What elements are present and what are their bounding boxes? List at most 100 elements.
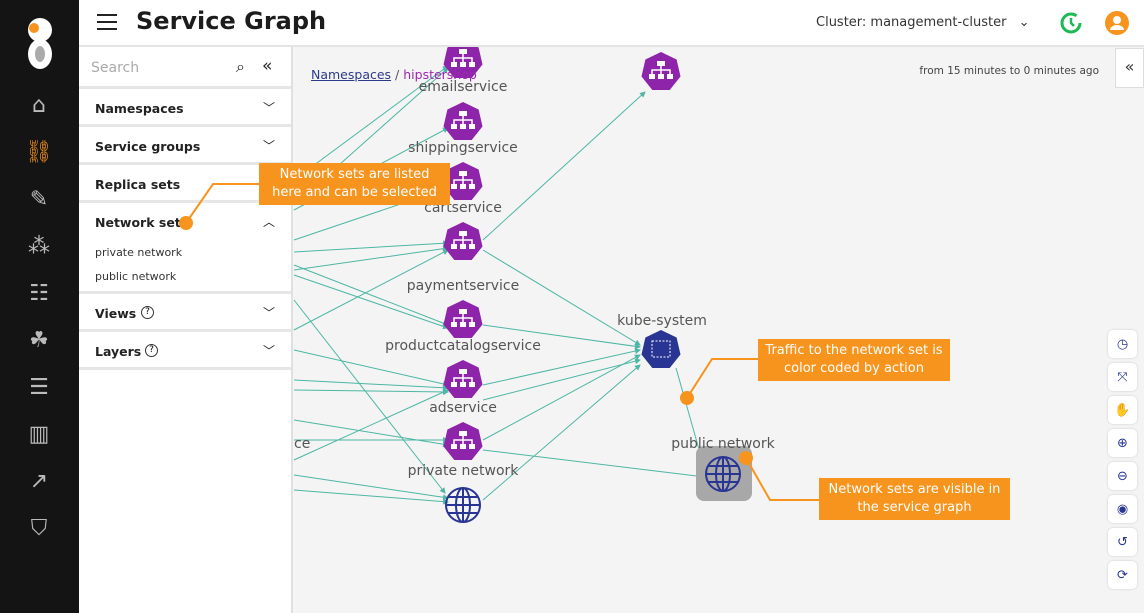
collapse-panel-icon[interactable]: « [262, 56, 273, 76]
callout-dot [739, 451, 753, 465]
cluster-label: Cluster: management-cluster [816, 15, 1007, 30]
help-icon[interactable]: ? [141, 306, 154, 319]
eye-icon[interactable]: ◉ [1108, 495, 1137, 523]
section-views: Views? ﹀ [79, 294, 291, 332]
traffic-edge[interactable] [482, 358, 641, 401]
search-input[interactable]: Search ⌕ « [79, 47, 291, 89]
breadcrumb-namespaces[interactable]: Namespaces [311, 67, 392, 82]
home-icon[interactable]: ⌂ [32, 92, 46, 118]
node-label-partial: ce [294, 436, 310, 452]
section-label: Network sets [95, 215, 189, 230]
service-node[interactable] [443, 222, 483, 260]
compliance-icon[interactable]: ☰ [29, 374, 49, 400]
history-icon[interactable] [1059, 11, 1083, 35]
network-set-node-public[interactable] [696, 446, 752, 501]
chevron-down-icon[interactable]: ﹀ [262, 101, 275, 115]
callout-network-sets-list: Network sets are listed here and can be … [259, 163, 450, 205]
traffic-edge[interactable] [482, 449, 706, 480]
traffic-edge[interactable] [293, 489, 449, 505]
metrics-icon[interactable]: ↗ [29, 468, 49, 494]
traffic-edge[interactable] [293, 474, 449, 501]
chevron-down-icon[interactable]: ﹀ [262, 139, 275, 153]
traffic-edge[interactable] [293, 419, 449, 448]
traffic-edge[interactable] [293, 388, 449, 395]
traffic-edge[interactable] [293, 245, 449, 271]
traffic-edge[interactable] [482, 354, 641, 441]
service-node[interactable] [443, 102, 483, 140]
endpoints-icon[interactable]: ⁂ [28, 233, 50, 259]
node-label: shippingservice [408, 140, 518, 156]
callout-network-sets-visible: Network sets are visible in the service … [819, 478, 1010, 520]
section-header[interactable]: Service groups ﹀ [79, 127, 291, 165]
search-placeholder: Search [91, 60, 140, 76]
callout-leader [745, 457, 819, 501]
node-label: paymentservice [407, 278, 520, 294]
refresh-icon[interactable]: ⟳ [1108, 561, 1137, 589]
nodes-icon[interactable]: ☘ [29, 327, 49, 353]
traffic-edge[interactable] [293, 240, 449, 253]
callout-leader [686, 358, 758, 399]
network-set-node-private[interactable] [445, 487, 481, 523]
section-header[interactable]: Network sets ︿ [79, 203, 291, 241]
chevron-up-icon[interactable]: ︿ [262, 215, 275, 229]
section-label: Replica sets [95, 177, 181, 192]
chevron-down-icon[interactable]: ﹀ [262, 344, 275, 358]
section-header[interactable]: Namespaces ﹀ [79, 89, 291, 127]
section-header[interactable]: Views? ﹀ [79, 294, 291, 332]
user-avatar-icon[interactable] [1105, 11, 1129, 35]
traffic-edge[interactable] [482, 324, 641, 350]
namespace-node-kube-system[interactable] [641, 330, 681, 368]
fit-icon[interactable]: ⤧ [1108, 363, 1137, 391]
chevron-down-icon: ⌄ [1018, 15, 1030, 30]
section-service-groups: Service groups ﹀ [79, 127, 291, 165]
service-node[interactable] [443, 300, 483, 338]
traffic-edge[interactable] [293, 349, 449, 387]
undo-icon[interactable]: ↺ [1108, 528, 1137, 556]
policies-icon[interactable]: ✎ [29, 186, 49, 212]
service-node[interactable] [443, 360, 483, 398]
service-node[interactable] [443, 422, 483, 460]
search-icon[interactable]: ⌕ [236, 57, 245, 76]
breadcrumb: Namespaces / hipstershop [311, 67, 477, 82]
breadcrumb-current: hipstershop [403, 67, 477, 82]
callout-dot [680, 391, 694, 405]
section-network-sets: Network sets ︿ private network public netwo… [79, 203, 291, 294]
network-set-item[interactable]: private network [95, 246, 183, 259]
traffic-edge[interactable] [482, 91, 646, 241]
traffic-edge[interactable] [293, 389, 449, 461]
service-graph-icon[interactable]: ⛓ [25, 139, 53, 165]
traffic-edge[interactable] [293, 249, 449, 331]
traffic-edge[interactable] [293, 274, 449, 330]
traffic-edge[interactable] [293, 379, 449, 391]
pan-icon[interactable]: ✋ [1108, 396, 1137, 424]
node-label: adservice [429, 400, 497, 416]
node-label: kube-system [617, 313, 707, 329]
traffic-edge[interactable] [482, 249, 641, 346]
clock-icon[interactable]: ◷ [1108, 330, 1137, 358]
network-icon[interactable]: ☷ [29, 280, 49, 306]
traffic-edge[interactable] [293, 299, 446, 494]
section-label: Namespaces [95, 101, 184, 116]
traffic-edge[interactable] [482, 364, 641, 501]
menu-icon[interactable] [97, 14, 117, 30]
callout-traffic-color: Traffic to the network set is color code… [758, 339, 950, 381]
service-node[interactable] [641, 52, 681, 90]
chevron-down-icon[interactable]: ﹀ [262, 306, 275, 320]
cluster-select[interactable]: Cluster: management-cluster ⌄ [816, 15, 1029, 30]
section-namespaces: Namespaces ﹀ [79, 89, 291, 127]
network-set-item[interactable]: public network [95, 270, 177, 283]
nav-sidebar: ⌂ ⛓ ✎ ⁂ ☷ ☘ ☰ ▥ ↗ ⛉ [0, 0, 79, 613]
traffic-edge[interactable] [675, 367, 704, 461]
section-layers: Layers? ﹀ [79, 332, 291, 370]
traffic-edge[interactable] [482, 348, 641, 386]
header: Service Graph Cluster: management-cluste… [79, 0, 1144, 47]
zoom-in-icon[interactable]: ⊕ [1108, 429, 1137, 457]
section-header[interactable]: Layers? ﹀ [79, 332, 291, 370]
node-label: productcatalogservice [385, 338, 541, 354]
zoom-out-icon[interactable]: ⊖ [1108, 462, 1137, 490]
dashboard-icon[interactable]: ▥ [28, 421, 50, 447]
security-icon[interactable]: ⛉ [30, 515, 48, 541]
help-icon[interactable]: ? [145, 344, 158, 357]
traffic-edge[interactable] [293, 264, 449, 326]
expand-right-panel-button[interactable]: « [1115, 48, 1144, 88]
